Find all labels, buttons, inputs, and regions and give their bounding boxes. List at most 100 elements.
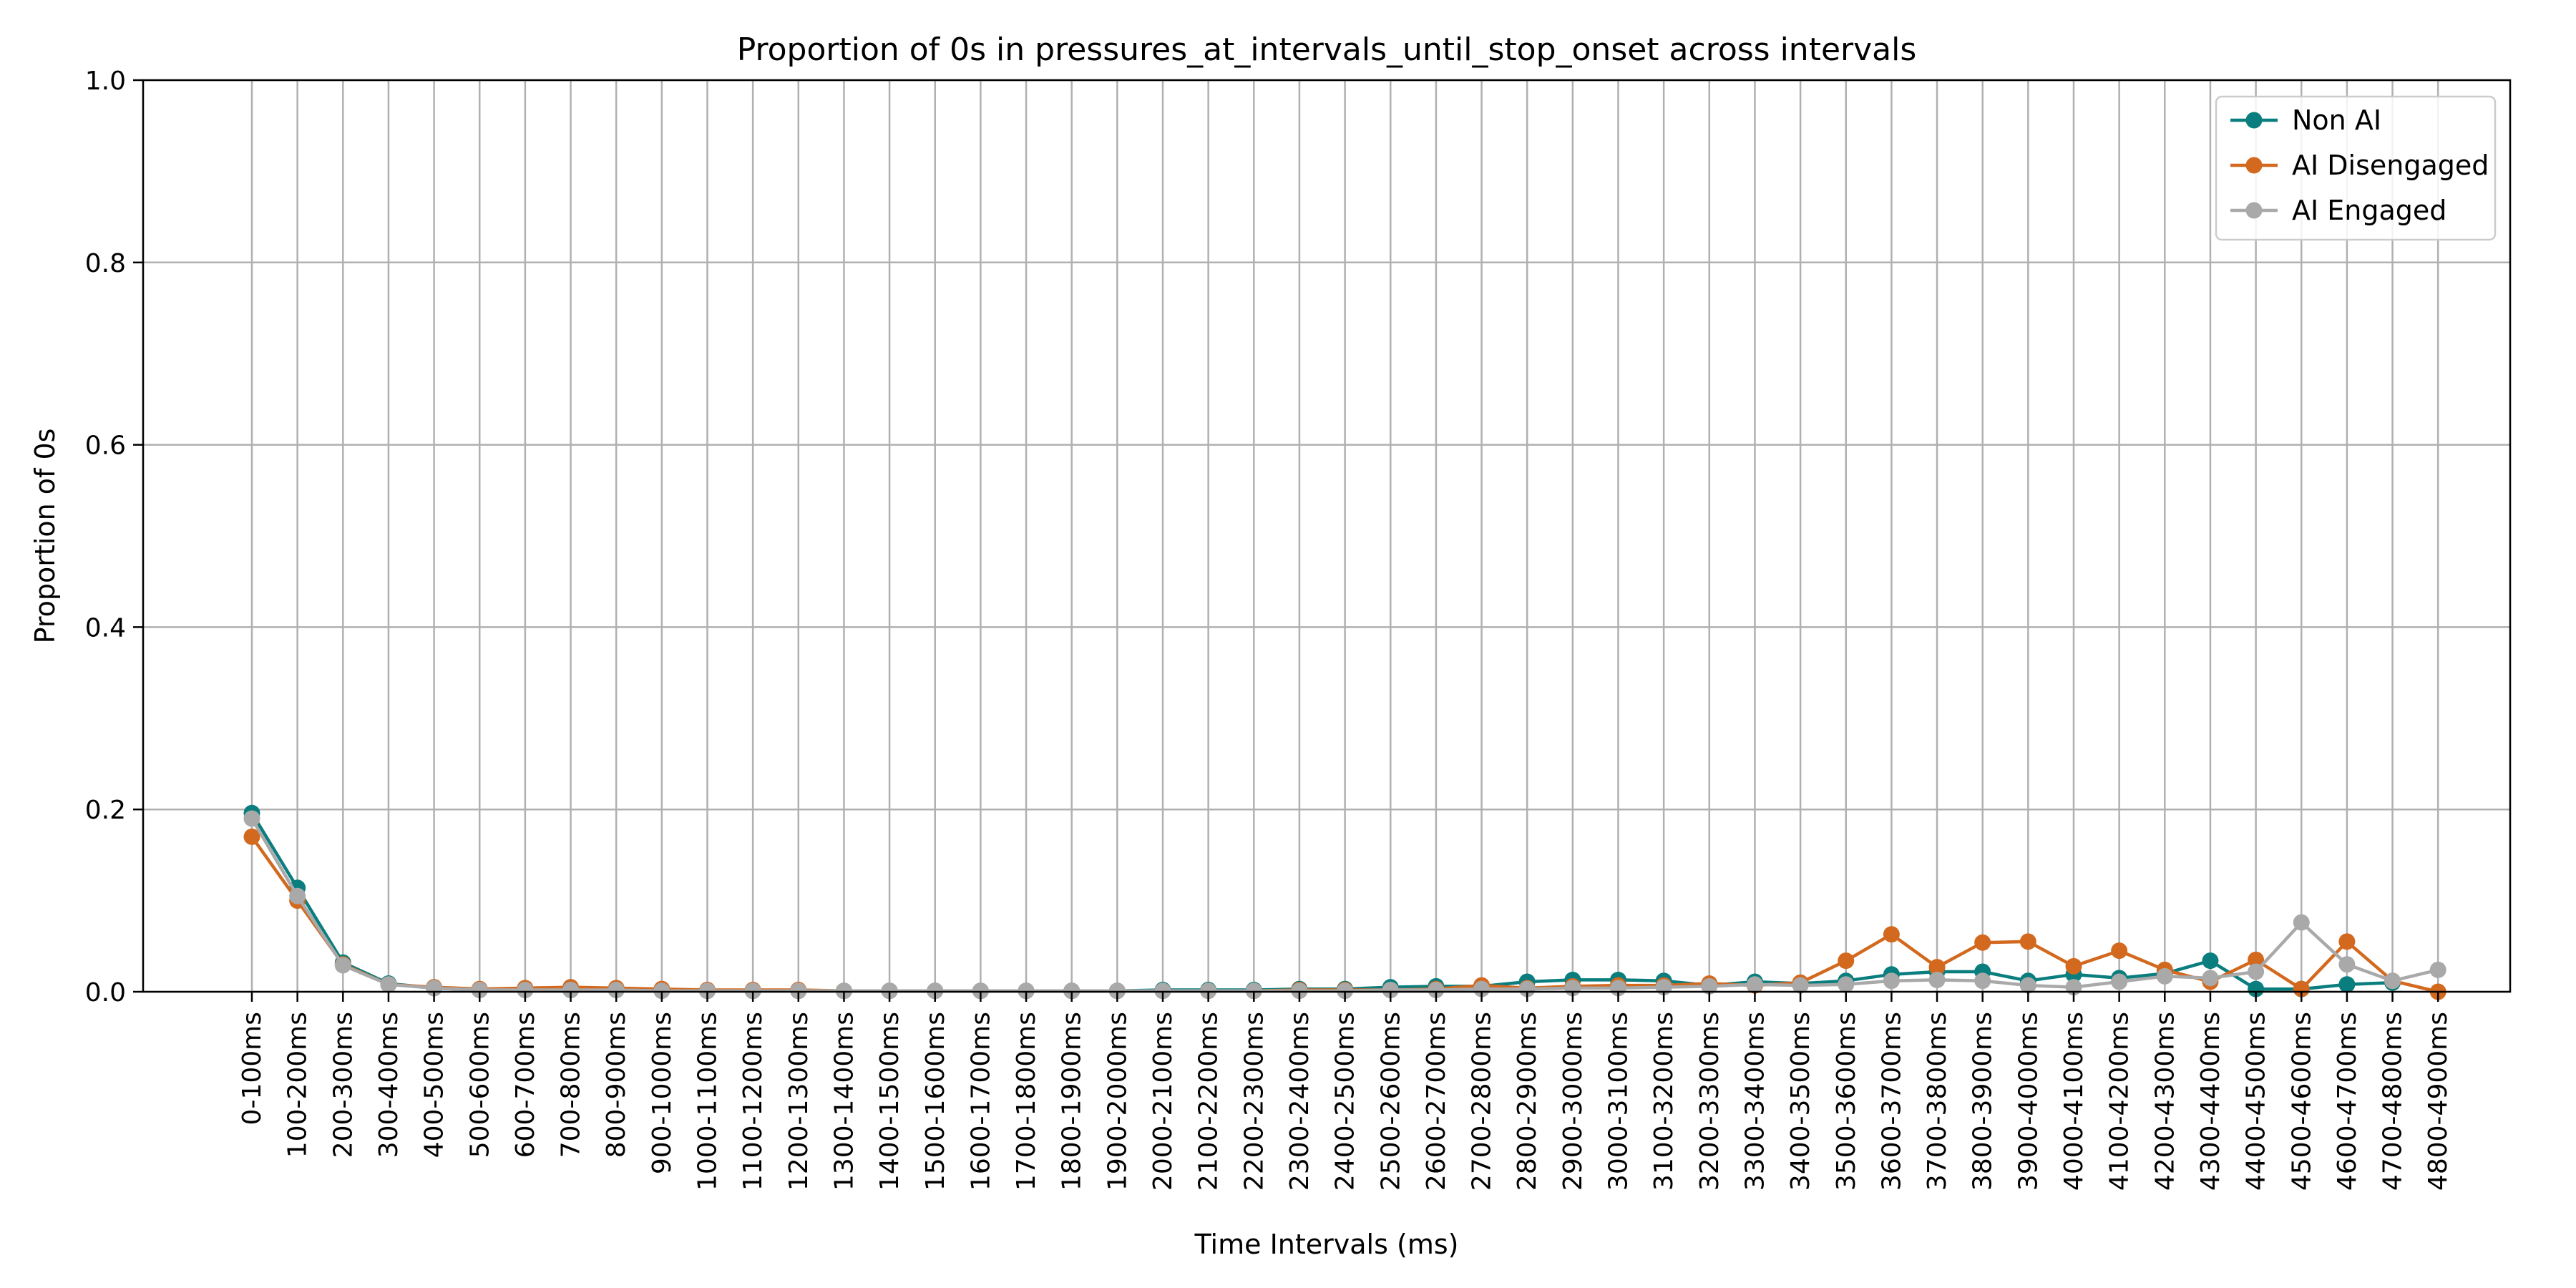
data-point: [2248, 951, 2265, 968]
data-point: [2248, 980, 2265, 997]
data-point: [334, 957, 351, 974]
data-point: [562, 981, 580, 998]
data-point: [1746, 976, 1763, 993]
x-tick-label: 4300-4400ms: [2196, 1012, 2225, 1191]
data-point: [1838, 952, 1855, 970]
data-point: [1200, 982, 1217, 1000]
x-tick-label: 100-200ms: [283, 1012, 313, 1158]
x-axis-label: Time Intervals (ms): [1194, 1229, 1459, 1260]
x-tick-label: 4400-4500ms: [2242, 1012, 2271, 1191]
data-point: [2065, 957, 2082, 975]
x-tick-label: 1200-1300ms: [784, 1012, 814, 1191]
legend-box: [2215, 95, 2497, 241]
x-tick-label: 3200-3300ms: [1695, 1012, 1724, 1191]
axis-ticks: 0.0 0.2 0.4 0.6 0.8 1.0 0-100ms 100-200ms 200-30…: [85, 67, 2453, 1191]
data-point: [835, 982, 852, 1000]
x-tick-label: 800-900ms: [602, 1012, 631, 1158]
data-point: [243, 810, 260, 827]
y-tick-label: 0.0: [85, 978, 126, 1008]
data-point: [1245, 982, 1262, 1000]
data-point: [1883, 972, 1900, 990]
x-tick-label: 2300-2400ms: [1285, 1012, 1314, 1191]
data-point: [1018, 982, 1035, 1000]
data-point: [1928, 959, 1946, 976]
data-point: [1701, 977, 1718, 995]
x-tick-label: 2900-3000ms: [1558, 1012, 1588, 1191]
legend-marker: [2245, 202, 2263, 219]
data-point: [2202, 952, 2219, 970]
x-tick-label: 3900-4000ms: [2014, 1012, 2043, 1191]
x-tick-label: 1000-1100ms: [693, 1012, 723, 1191]
x-tick-label: 3700-3800ms: [1923, 1012, 1952, 1191]
data-point: [699, 982, 716, 1000]
x-tick-label: 3300-3400ms: [1740, 1012, 1770, 1191]
data-point: [1928, 971, 1946, 988]
data-point: [1792, 977, 1809, 994]
x-tick-label: 2400-2500ms: [1331, 1012, 1360, 1191]
x-tick-label: 1900-2000ms: [1103, 1012, 1132, 1191]
legend-label: Non AI: [2292, 104, 2381, 136]
data-point: [2202, 970, 2219, 987]
x-tick-label: 1600-1700ms: [966, 1012, 995, 1191]
x-tick-label: 4100-4200ms: [2105, 1012, 2135, 1191]
x-tick-label: 900-1000ms: [648, 1012, 677, 1174]
x-tick-label: 2200-2300ms: [1239, 1012, 1269, 1191]
x-tick-label: 1100-1200ms: [738, 1012, 768, 1191]
x-tick-label: 300-400ms: [374, 1012, 404, 1158]
data-point: [2429, 961, 2446, 978]
data-point: [2019, 977, 2036, 994]
data-point: [289, 887, 306, 904]
legend-marker: [2245, 112, 2263, 129]
x-tick-label: 2100-2200ms: [1194, 1012, 1224, 1191]
data-point: [1108, 982, 1126, 1000]
legend-label: AI Engaged: [2292, 195, 2446, 226]
legend: Non AI AI Disengaged AI Engaged: [2215, 95, 2497, 241]
x-tick-label: 2700-2800ms: [1468, 1012, 1497, 1191]
data-point: [1974, 972, 1991, 990]
data-point: [517, 981, 534, 998]
x-tick-label: 700-800ms: [557, 1012, 586, 1158]
x-tick-label: 3600-3700ms: [1877, 1012, 1906, 1191]
plot-frame: [142, 79, 2512, 993]
data-point: [1063, 982, 1080, 1000]
data-point: [243, 828, 260, 845]
data-point: [2293, 980, 2310, 997]
data-point: [2248, 963, 2265, 980]
x-tick-label: 2800-2900ms: [1513, 1012, 1542, 1191]
x-tick-label: 500-600ms: [465, 1012, 494, 1158]
x-tick-label: 1500-1600ms: [921, 1012, 950, 1191]
data-point: [881, 982, 898, 1000]
x-tick-label: 3800-3900ms: [1968, 1012, 1998, 1191]
x-tick-label: 3400-3500ms: [1786, 1012, 1815, 1191]
x-tick-label: 600-700ms: [511, 1012, 540, 1158]
data-point: [1974, 934, 1991, 951]
x-tick-label: 3100-3200ms: [1649, 1012, 1679, 1191]
data-point: [1154, 982, 1171, 1000]
legend-label: AI Disengaged: [2292, 150, 2489, 181]
legend-marker: [2245, 157, 2263, 174]
x-tick-label: 2500-2600ms: [1376, 1012, 1405, 1191]
chart-title: Proportion of 0s in pressures_at_interva…: [737, 31, 1917, 68]
data-point: [1428, 981, 1445, 998]
data-point: [653, 982, 670, 1000]
x-tick-label: 4500-4600ms: [2287, 1012, 2316, 1191]
y-tick-label: 0.4: [85, 613, 126, 643]
data-point: [2156, 967, 2173, 985]
y-axis-label: Proportion of 0s: [29, 429, 61, 644]
y-tick-label: 0.6: [85, 431, 126, 461]
x-tick-label: 1800-1900ms: [1058, 1012, 1087, 1191]
y-tick-label: 1.0: [85, 67, 126, 96]
x-tick-label: 2000-2100ms: [1148, 1012, 1178, 1191]
x-tick-label: 1700-1800ms: [1012, 1012, 1041, 1191]
data-point: [790, 982, 807, 1000]
data-point: [2293, 914, 2310, 931]
data-point: [1838, 976, 1855, 993]
data-point: [1473, 980, 1491, 997]
data-point: [608, 981, 625, 998]
y-tick-label: 0.8: [85, 249, 126, 278]
data-point: [1883, 926, 1900, 943]
series-layer: [243, 804, 2446, 1000]
x-tick-label: 4800-4900ms: [2424, 1012, 2453, 1191]
data-point: [2111, 973, 2128, 990]
